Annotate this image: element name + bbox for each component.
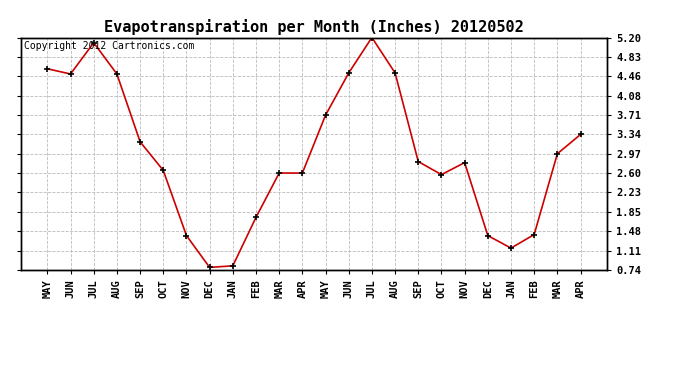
Title: Evapotranspiration per Month (Inches) 20120502: Evapotranspiration per Month (Inches) 20… — [104, 19, 524, 35]
Text: Copyright 2012 Cartronics.com: Copyright 2012 Cartronics.com — [23, 41, 194, 51]
